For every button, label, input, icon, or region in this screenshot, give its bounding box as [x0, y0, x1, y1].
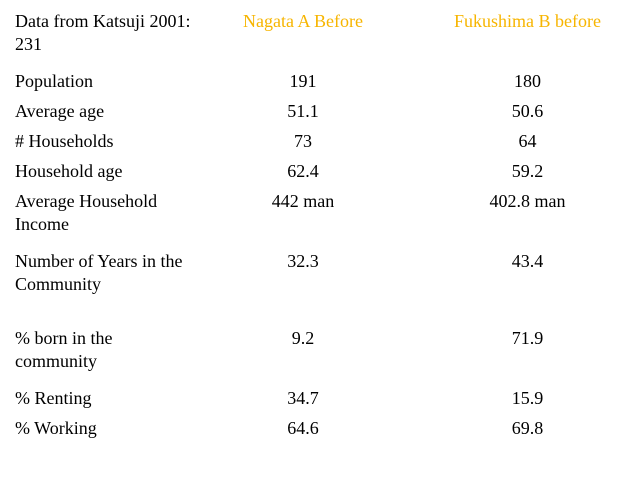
row-value-fukushima: 50.6 [511, 101, 544, 121]
row-value-fukushima: 15.9 [511, 388, 544, 408]
row-value-nagata: 62.4 [287, 161, 319, 181]
row-label: Population [15, 71, 94, 91]
row-value-nagata: 34.7 [287, 388, 319, 408]
column-header-fukushima: Fukushima B before [454, 11, 601, 31]
row-label: Average Household Income [15, 191, 158, 234]
row-value-fukushima: 402.8 man [489, 191, 566, 211]
row-label: Number of Years in the Community [15, 251, 183, 294]
row-value-nagata: 9.2 [291, 328, 315, 348]
row-value-fukushima: 64 [518, 131, 537, 151]
row-label: # Households [15, 131, 114, 151]
row-value-fukushima: 71.9 [511, 328, 544, 348]
row-value-nagata: 64.6 [287, 418, 319, 438]
row-value-nagata: 51.1 [287, 101, 319, 121]
row-value-nagata: 442 man [271, 191, 335, 211]
row-value-nagata: 73 [294, 131, 312, 151]
row-value-fukushima: 59.2 [511, 161, 544, 181]
row-value-fukushima: 180 [514, 71, 541, 91]
row-label: Average age [15, 101, 105, 121]
row-label: Household age [15, 161, 123, 181]
row-label: % Renting [15, 388, 92, 408]
row-value-fukushima: 69.8 [511, 418, 544, 438]
row-label: % Working [15, 418, 97, 438]
row-label: % born in the community [15, 328, 113, 371]
source-label: Data from Katsuji 2001: 231 [15, 11, 191, 54]
row-value-nagata: 191 [289, 71, 317, 91]
column-header-nagata: Nagata A Before [243, 11, 363, 31]
row-value-nagata: 32.3 [287, 251, 319, 271]
row-value-fukushima: 43.4 [511, 251, 544, 271]
